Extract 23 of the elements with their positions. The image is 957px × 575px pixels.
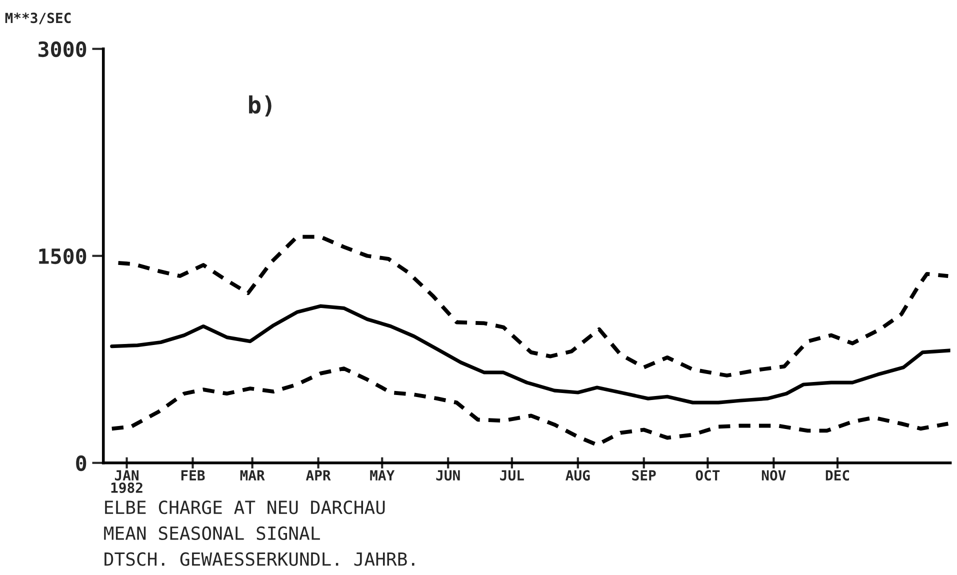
x-tick-label: JUN xyxy=(436,470,460,481)
x-tick-label: JUL xyxy=(500,470,524,481)
y-tick-label: 1500 xyxy=(39,248,86,264)
line-series xyxy=(110,366,950,447)
x-tick-label: FEB xyxy=(181,470,205,480)
x-tick-label: DEC xyxy=(826,470,850,481)
line-series xyxy=(116,234,950,378)
x-tick-label: MAY xyxy=(370,470,395,480)
x-tick-label: JAN 1982 xyxy=(111,470,142,494)
x-tick-label: OCT xyxy=(696,470,720,481)
text: MEAN SEASONAL SIGNAL xyxy=(104,526,320,540)
x-tick-label: MAR xyxy=(240,470,265,480)
line-series xyxy=(110,304,950,404)
x-tick-label: AUG xyxy=(566,470,590,481)
y-axis-title: M**3/SEC xyxy=(5,12,71,24)
y-tick-label: 0 xyxy=(76,455,86,472)
x-tick-label: APR xyxy=(306,470,331,480)
y-tick-label: 3000 xyxy=(38,41,86,58)
x-tick-label: SEP xyxy=(632,470,656,481)
annotation: b) xyxy=(249,95,272,116)
x-tick-label: NOV xyxy=(762,470,786,481)
text: DTSCH. GEWAESSERKUNDL. JAHRB. xyxy=(104,552,414,566)
text: ELBE CHARGE AT NEU DARCHAU xyxy=(105,500,385,514)
